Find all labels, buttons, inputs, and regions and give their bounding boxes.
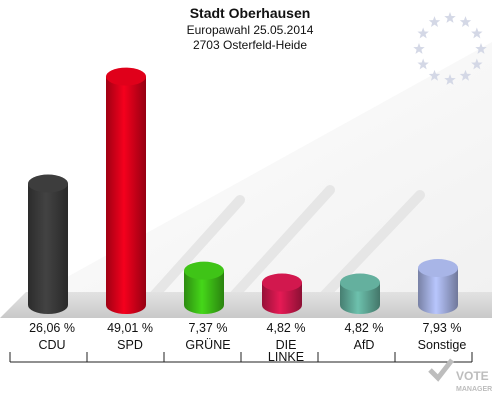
eu-star: [444, 12, 456, 23]
bar-afd: [340, 273, 380, 314]
chart-subtitle-district: 2703 Osterfeld-Heide: [192, 38, 308, 52]
bar-sonstige: [418, 259, 458, 314]
eu-star: [417, 58, 429, 70]
value-labels-group: 26,06 % 49,01 % 7,37 % 4,82 % 4,82 % 7,93 %: [29, 321, 461, 335]
bar-body: [340, 282, 380, 314]
category-label: SPD: [117, 338, 143, 352]
chart-background-wall: [40, 42, 492, 292]
eu-star: [471, 58, 483, 70]
bars-group: [28, 67, 458, 314]
eu-stars-icon: [413, 12, 487, 85]
eu-star: [413, 43, 425, 54]
bar-body: [106, 76, 146, 314]
decorative-diagonals: [145, 185, 425, 305]
bar-cap: [418, 259, 458, 278]
bar-body: [418, 268, 458, 314]
value-label: 4,82 %: [267, 321, 306, 335]
bar-body: [184, 270, 224, 314]
category-label: DIE: [276, 338, 297, 352]
chart-title: Stadt Oberhausen: [189, 5, 311, 21]
svg-text:MANAGER: MANAGER: [456, 386, 492, 393]
eu-star: [428, 69, 441, 81]
bar-cap: [28, 174, 68, 193]
value-label: 26,06 %: [29, 321, 75, 335]
category-label: GRÜNE: [185, 338, 230, 352]
value-label: 4,82 %: [345, 321, 384, 335]
bar-grüne: [184, 261, 224, 314]
svg-text:VOTE: VOTE: [456, 369, 489, 383]
bar-cap: [184, 261, 224, 280]
vote-manager-logo: VOTE MANAGER: [428, 358, 492, 393]
eu-star: [475, 43, 487, 54]
category-label: AfD: [354, 338, 375, 352]
eu-star: [459, 16, 472, 28]
bar-die-linke: [262, 273, 302, 314]
value-label: 49,01 %: [107, 321, 153, 335]
bar-spd: [106, 67, 146, 314]
eu-star: [417, 27, 429, 39]
bar-body: [28, 183, 68, 314]
category-label: LINKE: [268, 350, 304, 364]
eu-star: [471, 27, 483, 39]
chart-subtitle-election: Europawahl 25.05.2014: [186, 23, 314, 37]
bar-cap: [340, 273, 380, 292]
bar-body: [262, 282, 302, 314]
eu-star: [428, 16, 441, 28]
eu-star: [444, 74, 456, 85]
bar-cap: [262, 273, 302, 292]
bar-cap: [106, 67, 146, 86]
value-label: 7,37 %: [189, 321, 228, 335]
bar-cdu: [28, 174, 68, 314]
category-label: Sonstige: [418, 338, 467, 352]
category-label: CDU: [38, 338, 65, 352]
eu-star: [459, 69, 472, 81]
value-label: 7,93 %: [423, 321, 462, 335]
